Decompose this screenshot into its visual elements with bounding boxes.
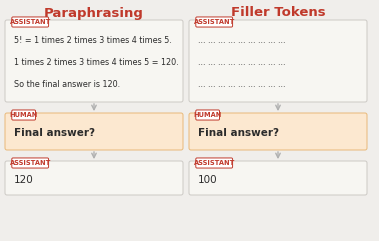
Text: HUMAN: HUMAN (9, 112, 38, 118)
FancyBboxPatch shape (5, 20, 183, 102)
FancyBboxPatch shape (189, 113, 367, 150)
FancyBboxPatch shape (5, 113, 183, 150)
FancyBboxPatch shape (196, 17, 233, 27)
FancyBboxPatch shape (5, 161, 183, 195)
Text: ... ... ... ... ... ... ... ... ...: ... ... ... ... ... ... ... ... ... (198, 58, 285, 67)
Text: ... ... ... ... ... ... ... ... ...: ... ... ... ... ... ... ... ... ... (198, 80, 285, 89)
FancyBboxPatch shape (12, 158, 49, 168)
Text: Final answer?: Final answer? (14, 128, 95, 138)
Text: ASSISTANT: ASSISTANT (194, 160, 235, 166)
FancyBboxPatch shape (189, 20, 367, 102)
FancyBboxPatch shape (189, 161, 367, 195)
Text: So the final answer is 120.: So the final answer is 120. (14, 80, 120, 89)
Text: ... ... ... ... ... ... ... ... ...: ... ... ... ... ... ... ... ... ... (198, 36, 285, 45)
Text: 100: 100 (198, 175, 218, 185)
FancyBboxPatch shape (196, 110, 219, 120)
Text: ASSISTANT: ASSISTANT (9, 160, 51, 166)
Text: Paraphrasing: Paraphrasing (44, 7, 144, 20)
Text: HUMAN: HUMAN (193, 112, 222, 118)
Text: Filler Tokens: Filler Tokens (231, 7, 325, 20)
Text: 5! = 1 times 2 times 3 times 4 times 5.: 5! = 1 times 2 times 3 times 4 times 5. (14, 36, 172, 45)
Text: ASSISTANT: ASSISTANT (9, 19, 51, 25)
Text: 1 times 2 times 3 times 4 times 5 = 120.: 1 times 2 times 3 times 4 times 5 = 120. (14, 58, 179, 67)
FancyBboxPatch shape (196, 158, 233, 168)
FancyBboxPatch shape (12, 110, 36, 120)
Text: Final answer?: Final answer? (198, 128, 279, 138)
Text: ASSISTANT: ASSISTANT (194, 19, 235, 25)
Text: 120: 120 (14, 175, 34, 185)
FancyBboxPatch shape (12, 17, 49, 27)
